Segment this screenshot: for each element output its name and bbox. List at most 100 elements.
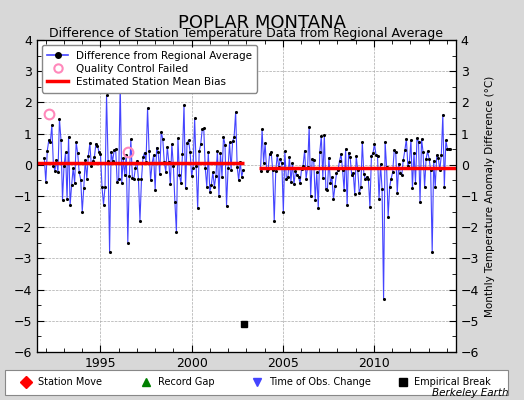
Point [287, 178, 295, 185]
Point [340, 187, 348, 194]
Y-axis label: Monthly Temperature Anomaly Difference (°C): Monthly Temperature Anomaly Difference (… [485, 75, 495, 317]
Point [201, 165, 210, 172]
Point [100, 201, 108, 208]
Point [310, 157, 318, 163]
Point [390, 147, 398, 154]
Point [227, 166, 235, 173]
Point [337, 151, 345, 158]
Point [174, 135, 182, 142]
Point [210, 184, 219, 190]
Point [383, 164, 391, 170]
Point [216, 150, 225, 156]
Point [146, 177, 155, 183]
Point [169, 162, 178, 169]
Point [303, 164, 312, 170]
Point [58, 197, 67, 203]
Point [266, 150, 274, 157]
Point [66, 202, 74, 208]
Point [355, 190, 364, 196]
Point [193, 205, 202, 212]
Point [200, 125, 208, 132]
Point [95, 148, 103, 155]
Point [373, 152, 381, 159]
Point [48, 122, 56, 128]
Point [60, 163, 68, 169]
Text: Record Gap: Record Gap [158, 377, 214, 387]
Point [388, 169, 397, 175]
Point [261, 140, 269, 146]
Point [115, 176, 123, 182]
Point [127, 136, 135, 142]
Point [299, 162, 307, 169]
Point [396, 170, 405, 177]
Text: Time of Obs. Change: Time of Obs. Change [268, 377, 370, 387]
Point [203, 184, 211, 190]
Point [367, 153, 376, 159]
Point [207, 182, 215, 188]
Point [264, 166, 272, 172]
Point [319, 175, 327, 181]
Point [443, 146, 452, 152]
Point [298, 166, 306, 172]
Point [445, 146, 453, 152]
Point [160, 159, 168, 166]
Point [401, 147, 409, 154]
Point [387, 175, 396, 182]
Point [133, 158, 141, 164]
Point [332, 170, 341, 176]
Point [90, 154, 99, 160]
Point [398, 172, 406, 178]
Point [420, 184, 429, 190]
Point [232, 109, 240, 115]
Point [92, 140, 100, 147]
Point [163, 144, 171, 150]
Point [437, 152, 445, 159]
Point [166, 181, 174, 188]
Point [276, 156, 285, 162]
Point [283, 174, 292, 180]
Point [278, 160, 286, 166]
Point [256, 167, 265, 174]
Point [405, 159, 413, 166]
Point [384, 214, 392, 220]
Point [296, 180, 304, 186]
Point [275, 164, 283, 171]
Point [117, 180, 126, 186]
Point [149, 152, 158, 158]
Point [113, 179, 122, 185]
Point [391, 149, 400, 156]
Point [291, 168, 300, 175]
Point [128, 174, 137, 181]
Point [322, 186, 330, 192]
Point [85, 140, 94, 147]
Point [110, 147, 118, 154]
Point [329, 196, 337, 202]
Point [134, 176, 143, 182]
Point [142, 158, 150, 165]
Point [171, 199, 179, 206]
Point [351, 191, 359, 197]
Point [131, 165, 139, 171]
Point [175, 172, 183, 178]
Point [112, 146, 120, 152]
Point [96, 151, 105, 157]
Point [379, 296, 388, 302]
Point [63, 196, 71, 202]
Point [427, 167, 435, 173]
Text: POPLAR MONTANA: POPLAR MONTANA [178, 14, 346, 32]
Point [188, 172, 196, 179]
Point [49, 162, 58, 169]
Point [122, 151, 130, 158]
Point [81, 157, 90, 163]
Point [125, 172, 134, 179]
Point [154, 149, 162, 155]
Point [205, 189, 214, 195]
Point [346, 154, 354, 161]
Point [181, 184, 190, 191]
Point [152, 144, 161, 151]
Point [195, 148, 203, 155]
Point [372, 152, 380, 158]
Point [236, 158, 244, 165]
Point [339, 167, 347, 173]
Point [407, 137, 415, 143]
